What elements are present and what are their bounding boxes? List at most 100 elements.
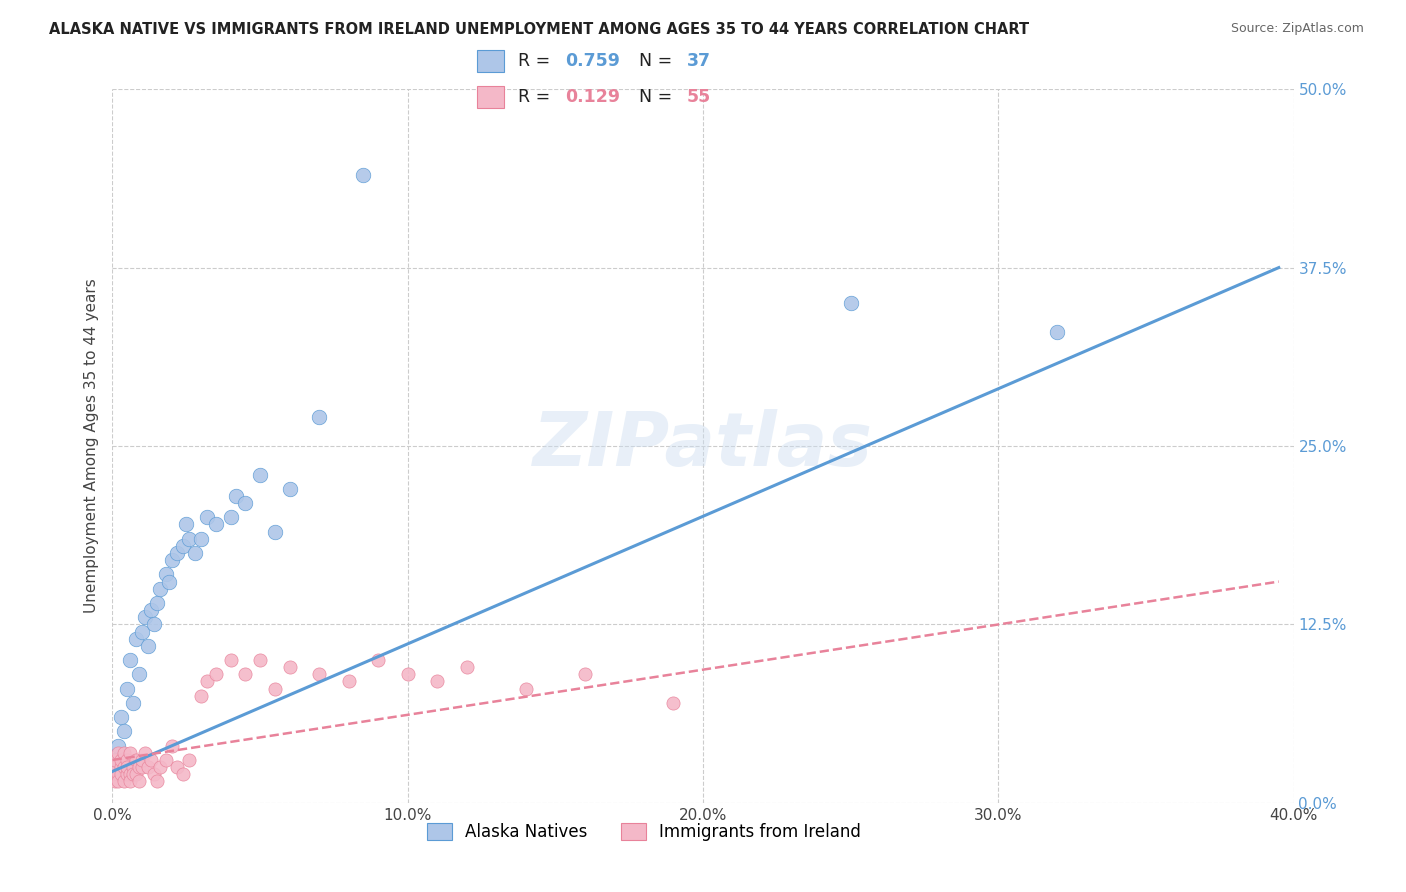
- Point: [205, 517, 228, 532]
- Point: [134, 610, 156, 624]
- Text: R =: R =: [517, 88, 555, 106]
- Point: [264, 524, 287, 539]
- Text: N =: N =: [640, 88, 678, 106]
- Point: [160, 739, 183, 753]
- Point: [249, 467, 271, 482]
- Point: [107, 774, 129, 789]
- Point: [139, 753, 162, 767]
- Point: [205, 667, 228, 681]
- Point: [1046, 325, 1069, 339]
- Point: [278, 660, 301, 674]
- Point: [142, 767, 165, 781]
- Point: [139, 603, 162, 617]
- Text: 0.759: 0.759: [565, 52, 620, 70]
- Point: [142, 617, 165, 632]
- Point: [122, 760, 145, 774]
- Point: [195, 674, 218, 689]
- Bar: [478, 86, 505, 108]
- Point: [128, 774, 150, 789]
- Text: ALASKA NATIVE VS IMMIGRANTS FROM IRELAND UNEMPLOYMENT AMONG AGES 35 TO 44 YEARS : ALASKA NATIVE VS IMMIGRANTS FROM IRELAND…: [49, 22, 1029, 37]
- Point: [122, 696, 145, 710]
- Point: [120, 746, 142, 760]
- Point: [117, 767, 138, 781]
- Point: [308, 410, 330, 425]
- Point: [308, 667, 330, 681]
- Point: [110, 753, 132, 767]
- Point: [112, 774, 135, 789]
- Legend: Alaska Natives, Immigrants from Ireland: Alaska Natives, Immigrants from Ireland: [420, 816, 868, 848]
- Point: [136, 639, 159, 653]
- Point: [352, 168, 374, 182]
- Point: [128, 667, 150, 681]
- Point: [112, 724, 135, 739]
- Point: [104, 760, 127, 774]
- Point: [172, 539, 194, 553]
- Point: [128, 760, 150, 774]
- Bar: [478, 50, 505, 72]
- Point: [155, 753, 177, 767]
- Point: [456, 660, 478, 674]
- Point: [278, 482, 301, 496]
- Point: [110, 760, 132, 774]
- Point: [219, 510, 242, 524]
- Point: [117, 753, 138, 767]
- Text: 0.129: 0.129: [565, 88, 620, 106]
- Text: 37: 37: [686, 52, 710, 70]
- Point: [134, 746, 156, 760]
- Point: [396, 667, 419, 681]
- Point: [112, 746, 135, 760]
- Point: [104, 753, 127, 767]
- Text: ZIPatlas: ZIPatlas: [533, 409, 873, 483]
- Point: [149, 582, 172, 596]
- Point: [233, 667, 256, 681]
- Point: [125, 753, 148, 767]
- Point: [104, 774, 127, 789]
- Point: [122, 767, 145, 781]
- Text: 55: 55: [686, 88, 711, 106]
- Point: [107, 746, 129, 760]
- Y-axis label: Unemployment Among Ages 35 to 44 years: Unemployment Among Ages 35 to 44 years: [83, 278, 98, 614]
- Point: [190, 532, 212, 546]
- Point: [131, 760, 153, 774]
- Point: [662, 696, 685, 710]
- Point: [107, 739, 129, 753]
- Point: [166, 546, 188, 560]
- Point: [146, 596, 169, 610]
- Point: [574, 667, 596, 681]
- Point: [110, 710, 132, 724]
- Point: [107, 767, 129, 781]
- Point: [166, 760, 188, 774]
- Point: [117, 681, 138, 696]
- Point: [125, 632, 148, 646]
- Point: [190, 689, 212, 703]
- Point: [233, 496, 256, 510]
- Point: [155, 567, 177, 582]
- Point: [225, 489, 247, 503]
- Point: [426, 674, 449, 689]
- Point: [149, 760, 172, 774]
- Point: [120, 767, 142, 781]
- Point: [367, 653, 389, 667]
- Point: [112, 760, 135, 774]
- Point: [146, 774, 169, 789]
- Point: [120, 774, 142, 789]
- Point: [184, 546, 207, 560]
- Point: [110, 767, 132, 781]
- Point: [131, 753, 153, 767]
- Point: [101, 767, 124, 781]
- Point: [179, 532, 201, 546]
- Text: Source: ZipAtlas.com: Source: ZipAtlas.com: [1230, 22, 1364, 36]
- Point: [264, 681, 287, 696]
- Point: [131, 624, 153, 639]
- Point: [120, 653, 142, 667]
- Point: [117, 760, 138, 774]
- Point: [160, 553, 183, 567]
- Point: [337, 674, 360, 689]
- Point: [195, 510, 218, 524]
- Point: [249, 653, 271, 667]
- Point: [174, 517, 197, 532]
- Point: [179, 753, 201, 767]
- Point: [839, 296, 862, 310]
- Point: [136, 760, 159, 774]
- Text: R =: R =: [517, 52, 555, 70]
